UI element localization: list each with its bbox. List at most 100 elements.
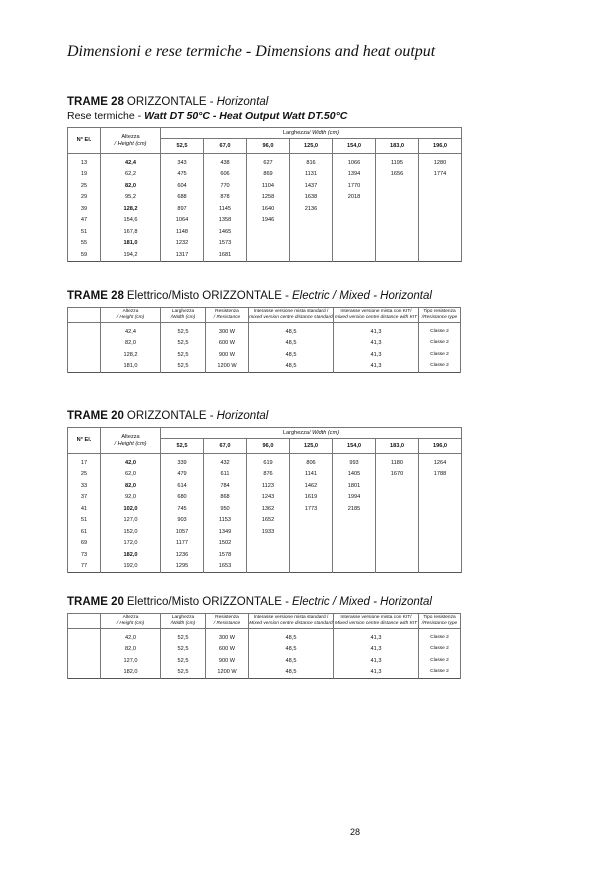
table-row: 25 62,0 479 611 876 1141 1405 1670 1788 [67,468,462,480]
table-cell: 39 [67,203,101,215]
empty-cell [332,526,376,538]
table-cell: 69 [67,537,101,549]
empty-cell [289,549,333,561]
table-cell: 1145 [203,203,247,215]
table-row: 128,2 52,5 900 W 48,5 41,3 Classe 2 [67,349,461,361]
table-cell: 868 [203,491,247,503]
table-header: N° El. Altezza / Height (cm) Larghezza/ Wid… [67,427,462,454]
table-cell: 102,0 [100,503,161,515]
table-cell: 1638 [289,191,333,203]
table-row: 181,0 52,5 1200 W 48,5 41,3 Classe 2 [67,360,461,373]
table-cell: 770 [203,180,247,192]
table-cell: 41,3 [333,349,419,361]
header-cell: Tipo resistenza/Resistance type [418,613,461,629]
header-cell: Larghezza/Width (cm) [160,613,206,629]
empty-cell [289,560,333,573]
empty-cell [418,514,462,526]
header-text: Altezza [121,134,140,140]
table-row: 47 154,6 1064 1358 1946 [67,214,462,226]
table-cell: 903 [160,514,204,526]
subheading-italic: Watt DT 50°C - Heat Output Watt DT.50°C [144,110,348,122]
empty-cell [375,249,419,261]
header-cell: Interasse versione mista con KIT/mixed v… [333,307,419,323]
table-cell: Classe 2 [418,655,461,667]
table-cell: 1064 [160,214,204,226]
table-cell: 154,6 [100,214,161,226]
header-row: N° El. Altezza / Height (cm) Larghezza/ Wid… [67,127,462,154]
table-cell: 128,2 [100,349,161,361]
table-row: 59 194,2 1317 1681 [67,249,462,261]
table-row: 37 92,0 680 868 1243 1619 1994 [67,491,462,503]
empty-cell [375,191,419,203]
table-cell: 745 [160,503,204,515]
header-text: Altezza [122,308,139,314]
header-cell: 196,0 [418,138,462,154]
table-cell: 25 [67,468,101,480]
empty-cell [332,203,376,215]
table-row: 61 152,0 1057 1349 1933 [67,526,462,538]
table-cell: 343 [160,153,204,169]
table-cell: 1349 [203,526,247,538]
empty-cell [332,549,376,561]
section-heading: TRAME 20 ORIZZONTALE - Horizontal [67,410,467,422]
section-heading: TRAME 28 Elettrico/Misto ORIZZONTALE - Ele… [67,290,467,302]
table-row: 82,0 52,5 600 W 48,5 41,3 Classe 2 [67,337,461,349]
empty-cell [67,349,101,361]
empty-cell [375,214,419,226]
table-cell: 41,3 [333,666,419,679]
table-cell: 181,0 [100,360,161,373]
empty-cell [375,503,419,515]
empty-cell [375,180,419,192]
table-cell: 1670 [375,468,419,480]
header-text: /Width (cm) [170,315,196,320]
table-cell: 600 W [205,643,249,655]
empty-cell [418,491,462,503]
empty-cell [375,480,419,492]
table-cell: 878 [203,191,247,203]
data-table: Altezza / Height (cm) Larghezza/Width (cm)… [67,613,461,679]
table-cell: Classe 2 [418,666,461,679]
section-subheading: Rese termiche - Watt DT 50°C - Heat Outpu… [67,110,467,122]
data-table: Altezza / Height (cm) Larghezza/Width (cm)… [67,307,461,373]
empty-cell [246,560,290,573]
empty-cell [289,537,333,549]
header-cell: 125,0 [289,438,333,454]
table-cell: 1681 [203,249,247,261]
table-cell: 48,5 [248,655,334,667]
table-cell: 194,2 [100,249,161,261]
empty-cell [418,537,462,549]
header-cell: Resistenza / Resistance [205,307,249,323]
table-cell: 816 [289,153,333,169]
table-cell: 52,5 [160,349,206,361]
empty-cell [246,237,290,249]
heading-italic: Electric / Mixed - Horizontal [291,290,432,302]
table-cell: Classe 2 [418,322,461,338]
table-cell: 1394 [332,168,376,180]
table-cell: 1195 [375,153,419,169]
empty-cell [246,226,290,238]
table-cell: 1258 [246,191,290,203]
table-cell: Classe 2 [418,337,461,349]
empty-cell [418,503,462,515]
table-row: 51 167,8 1148 1465 [67,226,462,238]
table-cell: 41 [67,503,101,515]
table-cell: 1619 [289,491,333,503]
table-row: 39 128,2 897 1145 1640 2136 [67,203,462,215]
header-cell: 67,0 [203,438,247,454]
table-row: 55 181,0 1232 1573 [67,237,462,249]
header-text: / Width (cm) [309,429,340,436]
table-cell: 1578 [203,549,247,561]
table-cell: 869 [246,168,290,180]
empty-cell [375,549,419,561]
empty-cell [67,337,101,349]
header-row: Altezza / Height (cm) Larghezza/Width (cm)… [67,307,461,323]
data-table: N° El. Altezza / Height (cm) Larghezza/ Wid… [67,127,462,262]
empty-cell [67,613,101,629]
table-cell: 73 [67,549,101,561]
table-cell: 48,5 [248,643,334,655]
header-cell: 183,0 [375,438,419,454]
table-cell: 1236 [160,549,204,561]
heading-bold: TRAME 20 [67,596,124,608]
header-cell: Larghezza/ Width (cm) [160,127,462,139]
